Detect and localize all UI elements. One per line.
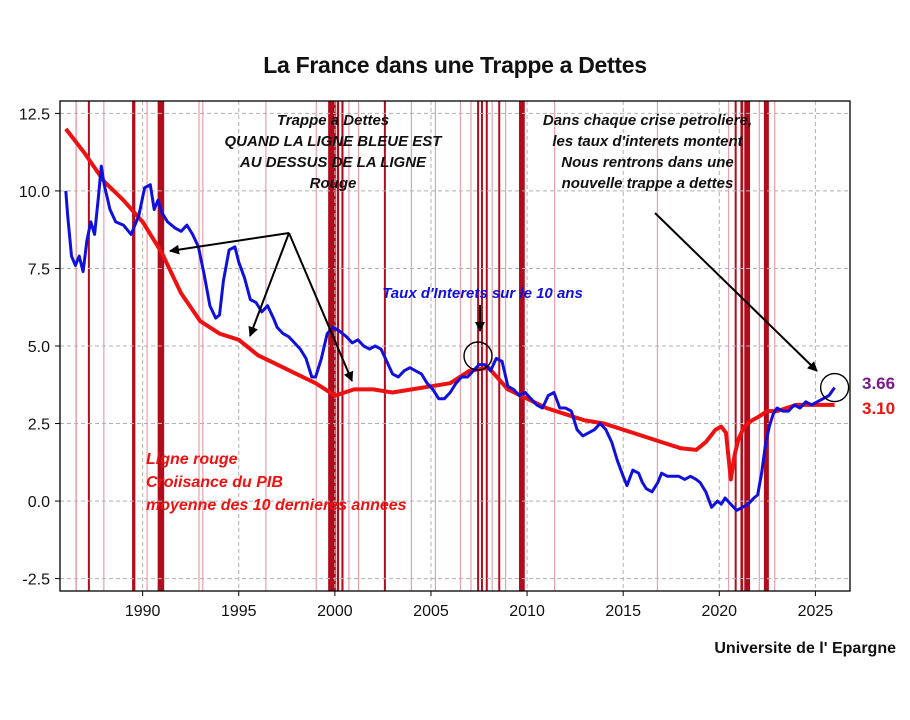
annotation-blue-label: Taux d'Interets sur le 10 ans: [382, 285, 583, 302]
crisis-band-10: [498, 101, 501, 591]
x-tick-label-4: 2010: [509, 603, 545, 620]
y-tick-label-2: 7.5: [28, 261, 50, 278]
annotation-oil-line-1: Dans chaque crise petroliere,: [542, 112, 753, 129]
annotation-oil-line-3: Nous rentrons dans une: [561, 154, 734, 171]
crisis-band-light-13: [491, 101, 493, 591]
crisis-band-3: [328, 101, 336, 591]
crisis-band-7: [477, 101, 480, 591]
y-tick-label-4: 2.5: [28, 417, 50, 434]
crisis-band-light-3: [198, 101, 200, 591]
annotation-red-line-3: moyenne des 10 dernieres annees: [146, 497, 407, 514]
highlight-circle-latest: [819, 372, 850, 403]
x-tick-label-3: 2005: [413, 603, 449, 620]
crisis-band-15: [763, 101, 769, 591]
annotation-trap-line-4: Rouge: [309, 175, 357, 192]
crisis-band-9: [485, 101, 488, 591]
end-label-interest: 3.66: [862, 374, 895, 393]
trap-arrow-1: [248, 232, 290, 337]
annotation-trap-line-1: Trappe a Dettes: [276, 112, 390, 129]
annotation-oil-line-4: nouvelle trappe a dettes: [561, 175, 734, 192]
x-tick-label-2: 2000: [317, 603, 353, 620]
y-tick-label-1: 10.0: [19, 184, 50, 201]
annotation-red-line-1: Ligne rouge: [146, 451, 238, 468]
crisis-band-light-6: [315, 101, 317, 591]
annotation-oil-line-2: les taux d'interets montent: [552, 133, 743, 150]
x-tick-label-5: 2015: [605, 603, 641, 620]
y-tick-label-0: 12.5: [19, 106, 50, 123]
x-tick-label-7: 2025: [798, 603, 834, 620]
crisis-band-light-12: [470, 101, 472, 591]
annotation-red-label: Ligne rouge Croiisance du PIB moyenne de…: [146, 448, 426, 517]
y-tick-label-3: 5.0: [28, 339, 50, 356]
annotation-red-line-2: Croiisance du PIB: [146, 474, 283, 491]
crisis-band-11: [519, 101, 525, 591]
annotation-trap-line-3: AU DESSUS DE LA LIGNE: [239, 154, 427, 171]
crisis-band-light-14: [504, 101, 507, 591]
x-tick-label-0: 1990: [125, 603, 161, 620]
chart-title: La France dans une Trappe a Dettes: [263, 52, 647, 78]
series-line-interest-rate: [64, 164, 836, 512]
crisis-band-light-10: [434, 101, 437, 591]
crisis-band-light-8: [357, 101, 360, 591]
crisis-band-light-15: [553, 101, 556, 591]
annotation-trap: Trappe a Dettes QUAND LA LIGNE BLEUE EST…: [198, 110, 468, 194]
y-tick-label-6: -2.5: [22, 572, 50, 589]
annotation-oil-crisis: Dans chaque crise petroliere, les taux d…: [505, 110, 790, 194]
y-tick-label-5: 0.0: [28, 494, 50, 511]
source-credit: Universite de l' Epargne: [714, 640, 896, 657]
crisis-band-light-18: [758, 101, 760, 591]
annotation-trap-line-2: QUAND LA LIGNE BLEUE EST: [224, 133, 442, 150]
highlight-circle-2007: [463, 341, 493, 371]
oil-crisis-arrow: [654, 212, 818, 372]
x-tick-label-6: 2020: [701, 603, 737, 620]
trap-arrow-2: [288, 232, 354, 382]
trap-arrow-0: [169, 232, 290, 255]
x-tick-label-1: 1995: [221, 603, 257, 620]
series-line-gdp-growth: [64, 127, 835, 482]
end-label-gdp: 3.10: [862, 399, 895, 418]
